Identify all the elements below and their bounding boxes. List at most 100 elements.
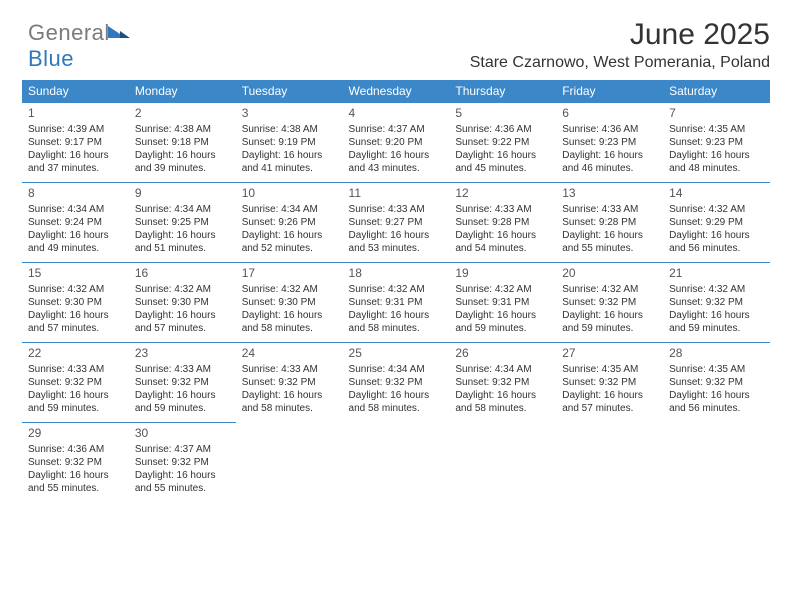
sunrise-text: Sunrise: 4:35 AM <box>562 363 657 376</box>
daylight-text: Daylight: 16 hours and 57 minutes. <box>135 309 230 335</box>
calendar-cell: 13Sunrise: 4:33 AMSunset: 9:28 PMDayligh… <box>556 183 663 263</box>
daylight-text: Daylight: 16 hours and 41 minutes. <box>242 149 337 175</box>
sunset-text: Sunset: 9:31 PM <box>455 296 550 309</box>
calendar-cell: 8Sunrise: 4:34 AMSunset: 9:24 PMDaylight… <box>22 183 129 263</box>
day-header: Tuesday <box>236 80 343 103</box>
day-number: 2 <box>135 106 230 122</box>
sunset-text: Sunset: 9:17 PM <box>28 136 123 149</box>
calendar-cell: 18Sunrise: 4:32 AMSunset: 9:31 PMDayligh… <box>343 263 450 343</box>
sunset-text: Sunset: 9:28 PM <box>455 216 550 229</box>
sunset-text: Sunset: 9:32 PM <box>669 376 764 389</box>
daylight-text: Daylight: 16 hours and 55 minutes. <box>135 469 230 495</box>
sunrise-text: Sunrise: 4:34 AM <box>349 363 444 376</box>
calendar-cell: 26Sunrise: 4:34 AMSunset: 9:32 PMDayligh… <box>449 343 556 423</box>
day-number: 27 <box>562 346 657 362</box>
sunset-text: Sunset: 9:29 PM <box>669 216 764 229</box>
calendar-cell: 24Sunrise: 4:33 AMSunset: 9:32 PMDayligh… <box>236 343 343 423</box>
day-number: 28 <box>669 346 764 362</box>
daylight-text: Daylight: 16 hours and 59 minutes. <box>669 309 764 335</box>
sunrise-text: Sunrise: 4:33 AM <box>28 363 123 376</box>
day-number: 1 <box>28 106 123 122</box>
day-header: Friday <box>556 80 663 103</box>
sunset-text: Sunset: 9:32 PM <box>349 376 444 389</box>
sunrise-text: Sunrise: 4:35 AM <box>669 123 764 136</box>
daylight-text: Daylight: 16 hours and 37 minutes. <box>28 149 123 175</box>
day-header: Monday <box>129 80 236 103</box>
day-header: Sunday <box>22 80 129 103</box>
calendar-cell: 23Sunrise: 4:33 AMSunset: 9:32 PMDayligh… <box>129 343 236 423</box>
sunrise-text: Sunrise: 4:39 AM <box>28 123 123 136</box>
sunset-text: Sunset: 9:32 PM <box>562 376 657 389</box>
sunrise-text: Sunrise: 4:32 AM <box>135 283 230 296</box>
logo-triangle2-icon <box>120 31 130 38</box>
sunrise-text: Sunrise: 4:32 AM <box>349 283 444 296</box>
sunrise-text: Sunrise: 4:36 AM <box>455 123 550 136</box>
sunset-text: Sunset: 9:26 PM <box>242 216 337 229</box>
calendar-cell: 27Sunrise: 4:35 AMSunset: 9:32 PMDayligh… <box>556 343 663 423</box>
sunrise-text: Sunrise: 4:32 AM <box>669 283 764 296</box>
day-number: 25 <box>349 346 444 362</box>
daylight-text: Daylight: 16 hours and 46 minutes. <box>562 149 657 175</box>
calendar-cell <box>236 423 343 503</box>
daylight-text: Daylight: 16 hours and 58 minutes. <box>455 389 550 415</box>
calendar-cell: 15Sunrise: 4:32 AMSunset: 9:30 PMDayligh… <box>22 263 129 343</box>
sunset-text: Sunset: 9:32 PM <box>455 376 550 389</box>
daylight-text: Daylight: 16 hours and 57 minutes. <box>28 309 123 335</box>
day-number: 23 <box>135 346 230 362</box>
day-number: 19 <box>455 266 550 282</box>
sunrise-text: Sunrise: 4:33 AM <box>135 363 230 376</box>
calendar-cell: 19Sunrise: 4:32 AMSunset: 9:31 PMDayligh… <box>449 263 556 343</box>
day-number: 8 <box>28 186 123 202</box>
calendar-cell: 5Sunrise: 4:36 AMSunset: 9:22 PMDaylight… <box>449 103 556 183</box>
sunrise-text: Sunrise: 4:36 AM <box>28 443 123 456</box>
sunset-text: Sunset: 9:23 PM <box>562 136 657 149</box>
calendar-cell: 11Sunrise: 4:33 AMSunset: 9:27 PMDayligh… <box>343 183 450 263</box>
day-number: 24 <box>242 346 337 362</box>
day-number: 6 <box>562 106 657 122</box>
daylight-text: Daylight: 16 hours and 53 minutes. <box>349 229 444 255</box>
sunrise-text: Sunrise: 4:34 AM <box>455 363 550 376</box>
daylight-text: Daylight: 16 hours and 58 minutes. <box>349 389 444 415</box>
day-header: Wednesday <box>343 80 450 103</box>
daylight-text: Daylight: 16 hours and 54 minutes. <box>455 229 550 255</box>
sunset-text: Sunset: 9:32 PM <box>28 376 123 389</box>
sunrise-text: Sunrise: 4:32 AM <box>669 203 764 216</box>
day-number: 11 <box>349 186 444 202</box>
sunrise-text: Sunrise: 4:33 AM <box>455 203 550 216</box>
calendar-cell: 21Sunrise: 4:32 AMSunset: 9:32 PMDayligh… <box>663 263 770 343</box>
daylight-text: Daylight: 16 hours and 51 minutes. <box>135 229 230 255</box>
day-number: 20 <box>562 266 657 282</box>
day-number: 13 <box>562 186 657 202</box>
day-number: 30 <box>135 426 230 442</box>
sunset-text: Sunset: 9:19 PM <box>242 136 337 149</box>
calendar-week-row: 22Sunrise: 4:33 AMSunset: 9:32 PMDayligh… <box>22 343 770 423</box>
sunset-text: Sunset: 9:31 PM <box>349 296 444 309</box>
day-number: 5 <box>455 106 550 122</box>
calendar-week-row: 29Sunrise: 4:36 AMSunset: 9:32 PMDayligh… <box>22 423 770 503</box>
sunrise-text: Sunrise: 4:32 AM <box>455 283 550 296</box>
calendar-cell: 10Sunrise: 4:34 AMSunset: 9:26 PMDayligh… <box>236 183 343 263</box>
calendar-cell: 29Sunrise: 4:36 AMSunset: 9:32 PMDayligh… <box>22 423 129 503</box>
calendar-cell: 22Sunrise: 4:33 AMSunset: 9:32 PMDayligh… <box>22 343 129 423</box>
sunrise-text: Sunrise: 4:32 AM <box>562 283 657 296</box>
logo-text-blue: Blue <box>28 46 74 71</box>
daylight-text: Daylight: 16 hours and 58 minutes. <box>242 309 337 335</box>
title-block: June 2025 Stare Czarnowo, West Pomerania… <box>22 18 770 72</box>
day-number: 7 <box>669 106 764 122</box>
sunset-text: Sunset: 9:30 PM <box>28 296 123 309</box>
daylight-text: Daylight: 16 hours and 58 minutes. <box>349 309 444 335</box>
daylight-text: Daylight: 16 hours and 59 minutes. <box>455 309 550 335</box>
day-number: 21 <box>669 266 764 282</box>
sunrise-text: Sunrise: 4:32 AM <box>242 283 337 296</box>
calendar-week-row: 1Sunrise: 4:39 AMSunset: 9:17 PMDaylight… <box>22 103 770 183</box>
sunrise-text: Sunrise: 4:34 AM <box>242 203 337 216</box>
daylight-text: Daylight: 16 hours and 52 minutes. <box>242 229 337 255</box>
logo-text-general: General <box>28 20 110 45</box>
calendar-cell: 7Sunrise: 4:35 AMSunset: 9:23 PMDaylight… <box>663 103 770 183</box>
calendar-cell <box>663 423 770 503</box>
day-number: 4 <box>349 106 444 122</box>
day-header: Thursday <box>449 80 556 103</box>
daylight-text: Daylight: 16 hours and 59 minutes. <box>135 389 230 415</box>
calendar-cell: 12Sunrise: 4:33 AMSunset: 9:28 PMDayligh… <box>449 183 556 263</box>
sunrise-text: Sunrise: 4:36 AM <box>562 123 657 136</box>
